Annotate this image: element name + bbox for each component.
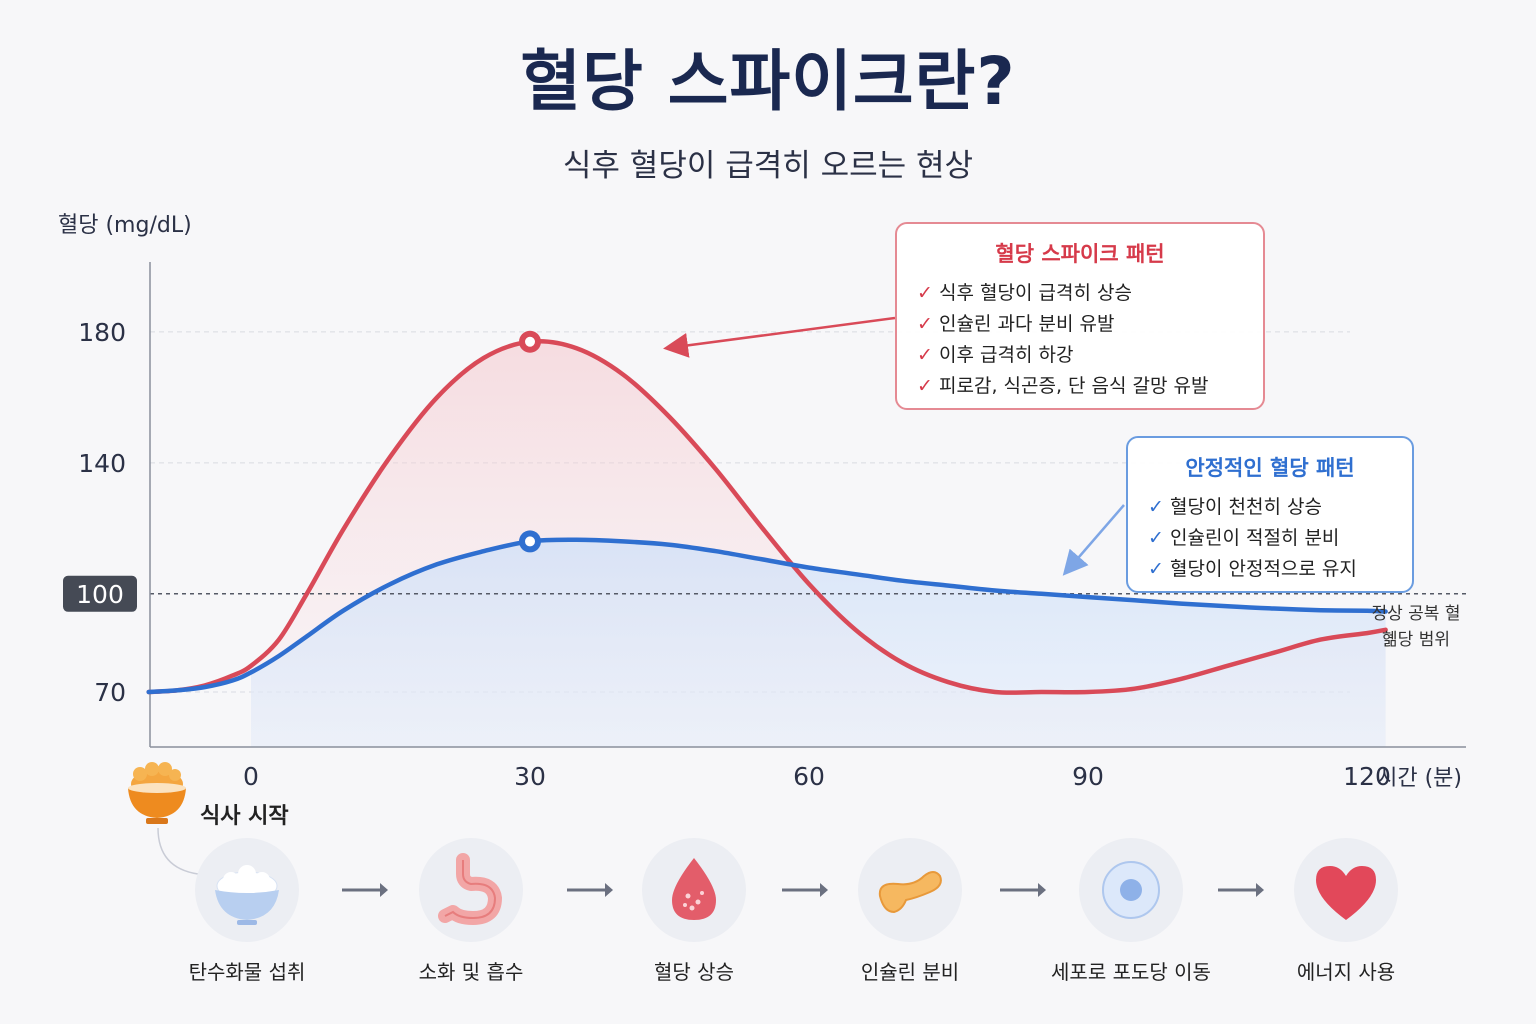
blood-drop-icon [672,858,716,920]
stable-area-fill [251,539,1386,747]
flow-step-glucose-to-cells: 세포로 포도당 이동 [1031,838,1231,985]
stable-item: ✓ 혈당이 안정적으로 유지 [1148,554,1392,585]
xtick-label: 60 [793,762,825,791]
page-subtitle: 식후 혈당이 급격히 오르는 현상 [562,148,974,184]
cell-icon [1102,861,1160,919]
stable-callout-title: 안정적인 혈당 패턴 [1185,456,1355,480]
flow-step-label: 소화 및 흡수 [418,960,524,984]
x-axis-label: 시간 (분) [1377,766,1462,791]
ytick-highlight-badge [63,575,137,612]
meal-bowl-icon [128,762,186,824]
ytick-label: 140 [78,449,126,478]
flow-step-label: 혈당 상승 [654,960,734,984]
xtick-label: 90 [1072,762,1104,791]
flow-step-energy-use: 에너지 사용 [1246,838,1446,985]
spike-pattern-callout: 혈당 스파이크 패턴 ✓ 식후 혈당이 급격히 상승 ✓ 인슐린 과다 분비 유발 … [895,222,1265,410]
check-icon: ✓ [917,313,933,335]
stable-series-line [146,537,1388,695]
meal-start-label: 식사 시작 [200,804,289,829]
flow-arrow-icon [1218,883,1264,897]
ytick-label: 70 [94,678,126,707]
xtick-label: 30 [514,762,546,791]
stable-pattern-callout: 안정적인 혈당 패턴 ✓ 혈당이 천천히 상승 ✓ 인슐린이 적절히 분비 ✓ 혈당이… [1126,436,1414,593]
blood-sugar-chart: 180 140 100 70 0 30 60 90 120 혈당 (mg/dL) 시간 (분) 정상 … [58,213,1466,791]
flow-step-label: 탄수화물 섭취 [188,960,306,984]
flow-step-sugar-rise: 혈당 상승 [594,838,794,985]
flow-arrow-icon [567,883,613,897]
stable-item: ✓ 인슐린이 적절히 분비 [1148,523,1392,554]
y-axis-label: 혈당 (mg/dL) [58,213,192,238]
spike-series-line [146,339,1388,695]
check-icon: ✓ [1148,527,1164,549]
flow-step-digestion: 소화 및 흡수 [371,838,571,985]
check-icon: ✓ [917,282,933,304]
ytick-label: 180 [78,318,126,347]
flow-step-label: 에너지 사용 [1296,960,1396,984]
reference-label: 혦당 범위 [1382,630,1450,650]
peak-marker-center [525,536,535,547]
flow-step-insulin: 인슐린 분비 [810,838,1010,985]
rice-bowl-icon [215,865,279,925]
page-title: 혈당 스파이크란? [520,43,1016,120]
flow-arrow-icon [342,883,388,897]
stable-item: ✓ 혈당이 천천히 상승 [1148,492,1392,523]
reference-label: 정상 공복 혈 [1371,604,1460,624]
xtick-label: 0 [243,762,259,791]
spike-item: ✓ 피로감, 식곤증, 단 음식 갈망 유발 [917,371,1243,402]
spike-item: ✓ 식후 혈당이 급격히 상승 [917,278,1243,309]
pancreas-icon [878,871,942,914]
flow-arrow-icon [1000,883,1046,897]
spike-callout-arrow [663,316,896,358]
flow-arrow-icon [782,883,828,897]
check-icon: ✓ [1148,496,1164,518]
spike-callout-title: 혈당 스파이크 패턴 [995,242,1165,266]
peak-marker-center [525,336,535,347]
flow-step-label: 세포로 포도당 이동 [1051,960,1211,984]
spike-item: ✓ 이후 급격히 하강 [917,340,1243,371]
check-icon: ✓ [917,344,933,366]
check-icon: ✓ [1148,558,1164,580]
spike-item: ✓ 인슐린 과다 분비 유발 [917,309,1243,340]
xtick-label: 120 [1343,762,1391,791]
ytick-label: 100 [76,580,124,609]
meal-connector [157,827,199,875]
stomach-icon [438,853,502,925]
flow-step-label: 인슐린 분비 [860,960,960,984]
stable-callout-arrow [1062,504,1125,576]
check-icon: ✓ [917,375,933,397]
heart-icon [1316,866,1376,920]
flow-step-carb-intake: 탄수화물 섭취 [147,838,347,985]
